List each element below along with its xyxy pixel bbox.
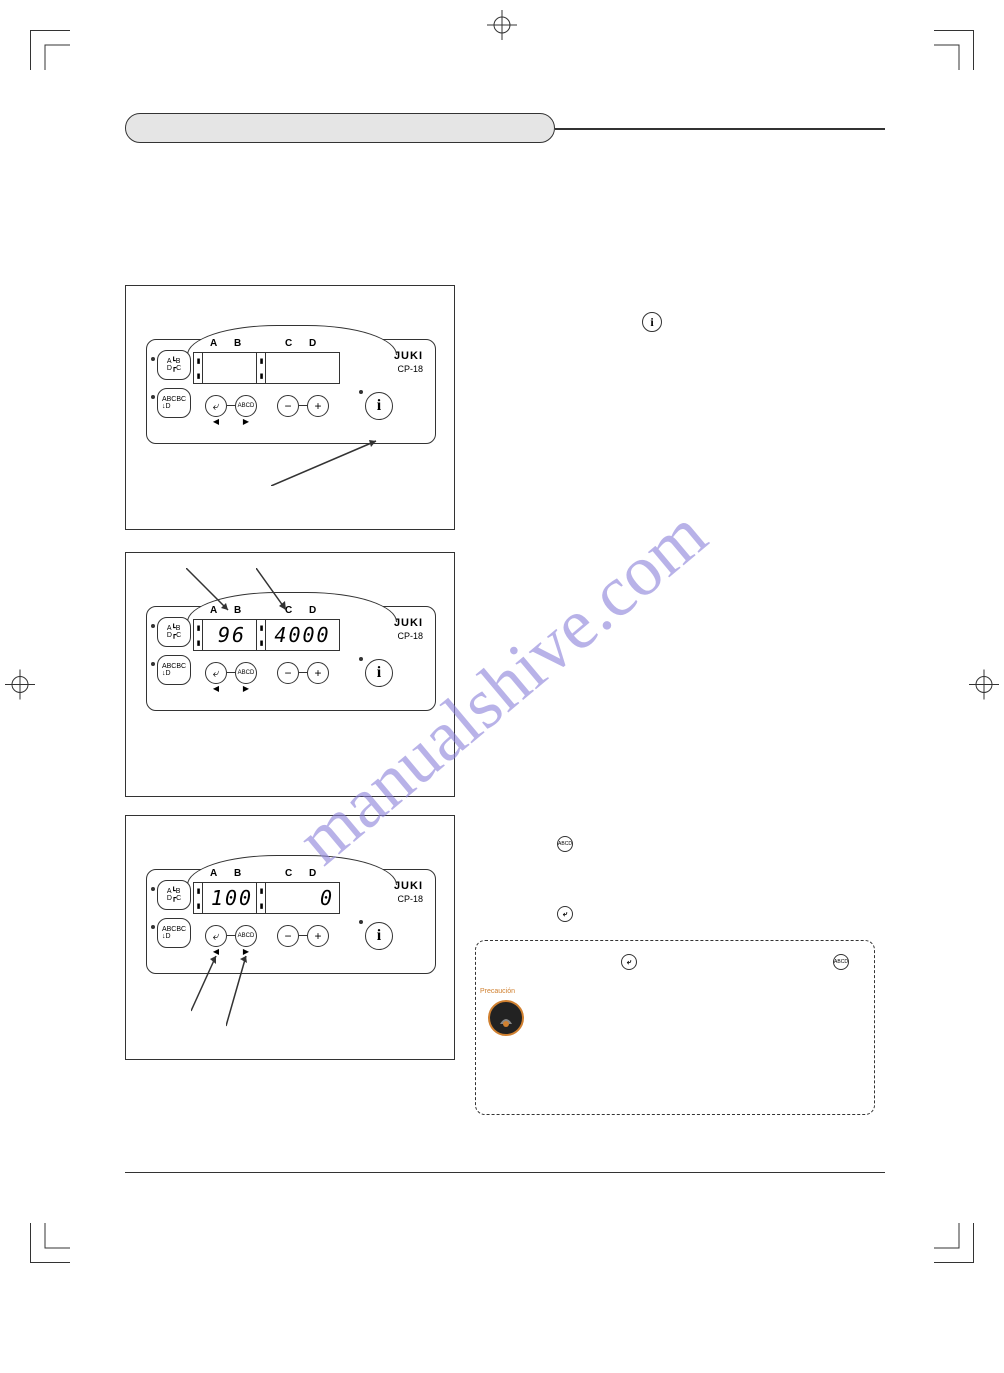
connector-line-2: [299, 935, 307, 936]
plus-button: +: [307, 925, 329, 947]
abcd-button: ABCD▶: [235, 395, 257, 417]
enter-button: ⤶◀: [205, 925, 227, 947]
model-label: CP-18: [397, 631, 423, 641]
minus-button: −: [277, 925, 299, 947]
registration-mark-top: [487, 10, 517, 45]
mode-button-top: A┗BD┏C: [157, 350, 191, 380]
label-c: C: [285, 868, 292, 879]
label-a: A: [210, 868, 217, 879]
info-button: i: [365, 922, 393, 950]
figure-panel-1: A┗BD┏C ABCBC↓D A B C D ▮▮ ▮▮ JUKI CP-18 …: [125, 285, 455, 530]
mode-button-bottom: ABCBC↓D: [157, 388, 191, 418]
juki-logo: JUKI: [394, 880, 423, 892]
label-d: D: [309, 338, 316, 349]
lcd-right-3: 0: [265, 882, 340, 914]
pointer-arrow-3a: [191, 951, 231, 1016]
caution-box: ⤶ ABCD Precaución: [475, 940, 875, 1115]
plus-button: +: [307, 662, 329, 684]
mode-button-bottom: ABCBC↓D: [157, 918, 191, 948]
crop-mark-tr: [934, 30, 974, 70]
label-c: C: [285, 338, 292, 349]
lcd-left-1: [202, 352, 262, 384]
lcd-right-1: [265, 352, 340, 384]
crop-mark-br: [934, 1223, 974, 1263]
info-button: i: [365, 659, 393, 687]
enter-icon-caution: ⤶: [621, 954, 637, 970]
label-a: A: [210, 338, 217, 349]
registration-mark-right: [969, 669, 999, 704]
lcd-left-3: 100: [202, 882, 262, 914]
device-illustration-1: A┗BD┏C ABCBC↓D A B C D ▮▮ ▮▮ JUKI CP-18 …: [146, 321, 436, 451]
connector-line: [227, 405, 235, 406]
caution-icon: [486, 996, 526, 1036]
device-illustration-3: A┗BD┏C ABCBC↓D A B C D ▮▮ 100 ▮▮ 0 JUKI …: [146, 851, 436, 981]
abcd-icon-caution: ABCD: [833, 954, 849, 970]
figure-panel-3: A┗BD┏C ABCBC↓D A B C D ▮▮ 100 ▮▮ 0 JUKI …: [125, 815, 455, 1060]
abcd-icon-inline: ABCD: [557, 836, 573, 852]
minus-button: −: [277, 662, 299, 684]
enter-button: ⤶◀: [205, 662, 227, 684]
lcd-left-2: 96: [202, 619, 262, 651]
info-icon-inline-1: i: [642, 312, 662, 332]
mode-button-bottom: ABCBC↓D: [157, 655, 191, 685]
info-led: [359, 390, 363, 394]
registration-mark-left: [5, 669, 35, 704]
connector-line-2: [299, 672, 307, 673]
heading-bar: [125, 113, 555, 143]
info-led: [359, 920, 363, 924]
connector-line-2: [299, 405, 307, 406]
enter-button: ⤶◀: [205, 395, 227, 417]
info-button: i: [365, 392, 393, 420]
model-label: CP-18: [397, 364, 423, 374]
enter-icon-inline: ⤶: [557, 906, 573, 922]
juki-logo: JUKI: [394, 617, 423, 629]
connector-line: [227, 672, 235, 673]
connector-line: [227, 935, 235, 936]
juki-logo: JUKI: [394, 350, 423, 362]
footer-rule: [125, 1172, 885, 1173]
crop-mark-tl: [30, 30, 70, 70]
crop-mark-bl: [30, 1223, 70, 1263]
figure-panel-2: A┗BD┏C ABCBC↓D A B C D ▮▮ 96 ▮▮ 4000 JUK…: [125, 552, 455, 797]
abcd-button: ABCD▶: [235, 662, 257, 684]
abcd-button: ABCD▶: [235, 925, 257, 947]
model-label: CP-18: [397, 894, 423, 904]
pointer-arrow-1: [271, 436, 391, 486]
label-d: D: [309, 868, 316, 879]
label-d: D: [309, 605, 316, 616]
pointer-arrow-2b: [256, 568, 306, 618]
plus-button: +: [307, 395, 329, 417]
minus-button: −: [277, 395, 299, 417]
heading-rule: [555, 128, 885, 130]
mode-button-top: A┗BD┏C: [157, 880, 191, 910]
caution-label: Precaución: [480, 988, 515, 995]
pointer-arrow-2a: [186, 568, 246, 618]
pointer-arrow-3b: [226, 951, 266, 1031]
mode-button-top: A┗BD┏C: [157, 617, 191, 647]
label-b: B: [234, 338, 241, 349]
label-b: B: [234, 868, 241, 879]
info-led: [359, 657, 363, 661]
lcd-right-2: 4000: [265, 619, 340, 651]
